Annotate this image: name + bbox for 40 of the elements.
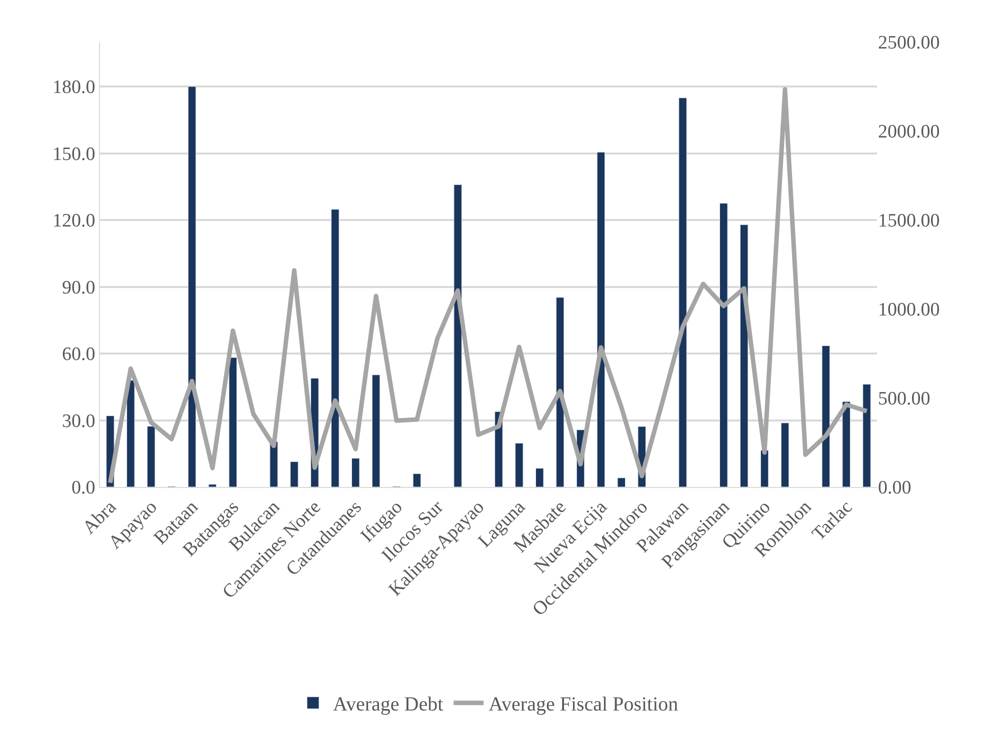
bar (290, 461, 298, 487)
y2-tick-label: 1000.00 (878, 300, 940, 321)
y-tick-label: 150.0 (52, 144, 96, 165)
bar (720, 203, 728, 487)
legend-label: Average Debt (333, 694, 444, 716)
y-tick-label: 60.0 (62, 344, 96, 366)
bar (188, 86, 196, 487)
bar (842, 401, 850, 487)
bar (372, 374, 380, 487)
bar (146, 426, 156, 487)
bar (596, 152, 606, 487)
bar (862, 384, 871, 487)
bar (822, 345, 830, 487)
bar (208, 484, 217, 487)
bar (556, 297, 564, 487)
y-tick-label: 0.0 (71, 478, 96, 499)
bar (126, 380, 135, 487)
bar (331, 209, 340, 487)
y2-tick-label: 2000.00 (878, 122, 940, 143)
bar (351, 458, 360, 487)
y-tick-label: 30.0 (62, 410, 96, 432)
bar (535, 468, 544, 487)
y-tick-label: 180.0 (52, 77, 96, 98)
bar (228, 357, 238, 487)
y2-tick-label: 1500.00 (878, 210, 940, 232)
bar (617, 478, 626, 487)
bar (678, 98, 687, 487)
y-tick-label: 120.0 (52, 210, 96, 232)
y-tick-label: 90.0 (62, 277, 96, 298)
bar (454, 184, 462, 487)
y2-tick-label: 500.00 (878, 388, 930, 410)
y2-tick-label: 0.00 (878, 478, 912, 499)
bar (412, 473, 422, 487)
bar (780, 422, 790, 487)
bar (515, 442, 524, 487)
line-series (108, 87, 870, 485)
bar (760, 450, 769, 487)
legend-label: Average Fiscal Position (488, 694, 678, 716)
y2-tick-label: 2500.00 (878, 32, 940, 54)
bar (740, 224, 748, 487)
